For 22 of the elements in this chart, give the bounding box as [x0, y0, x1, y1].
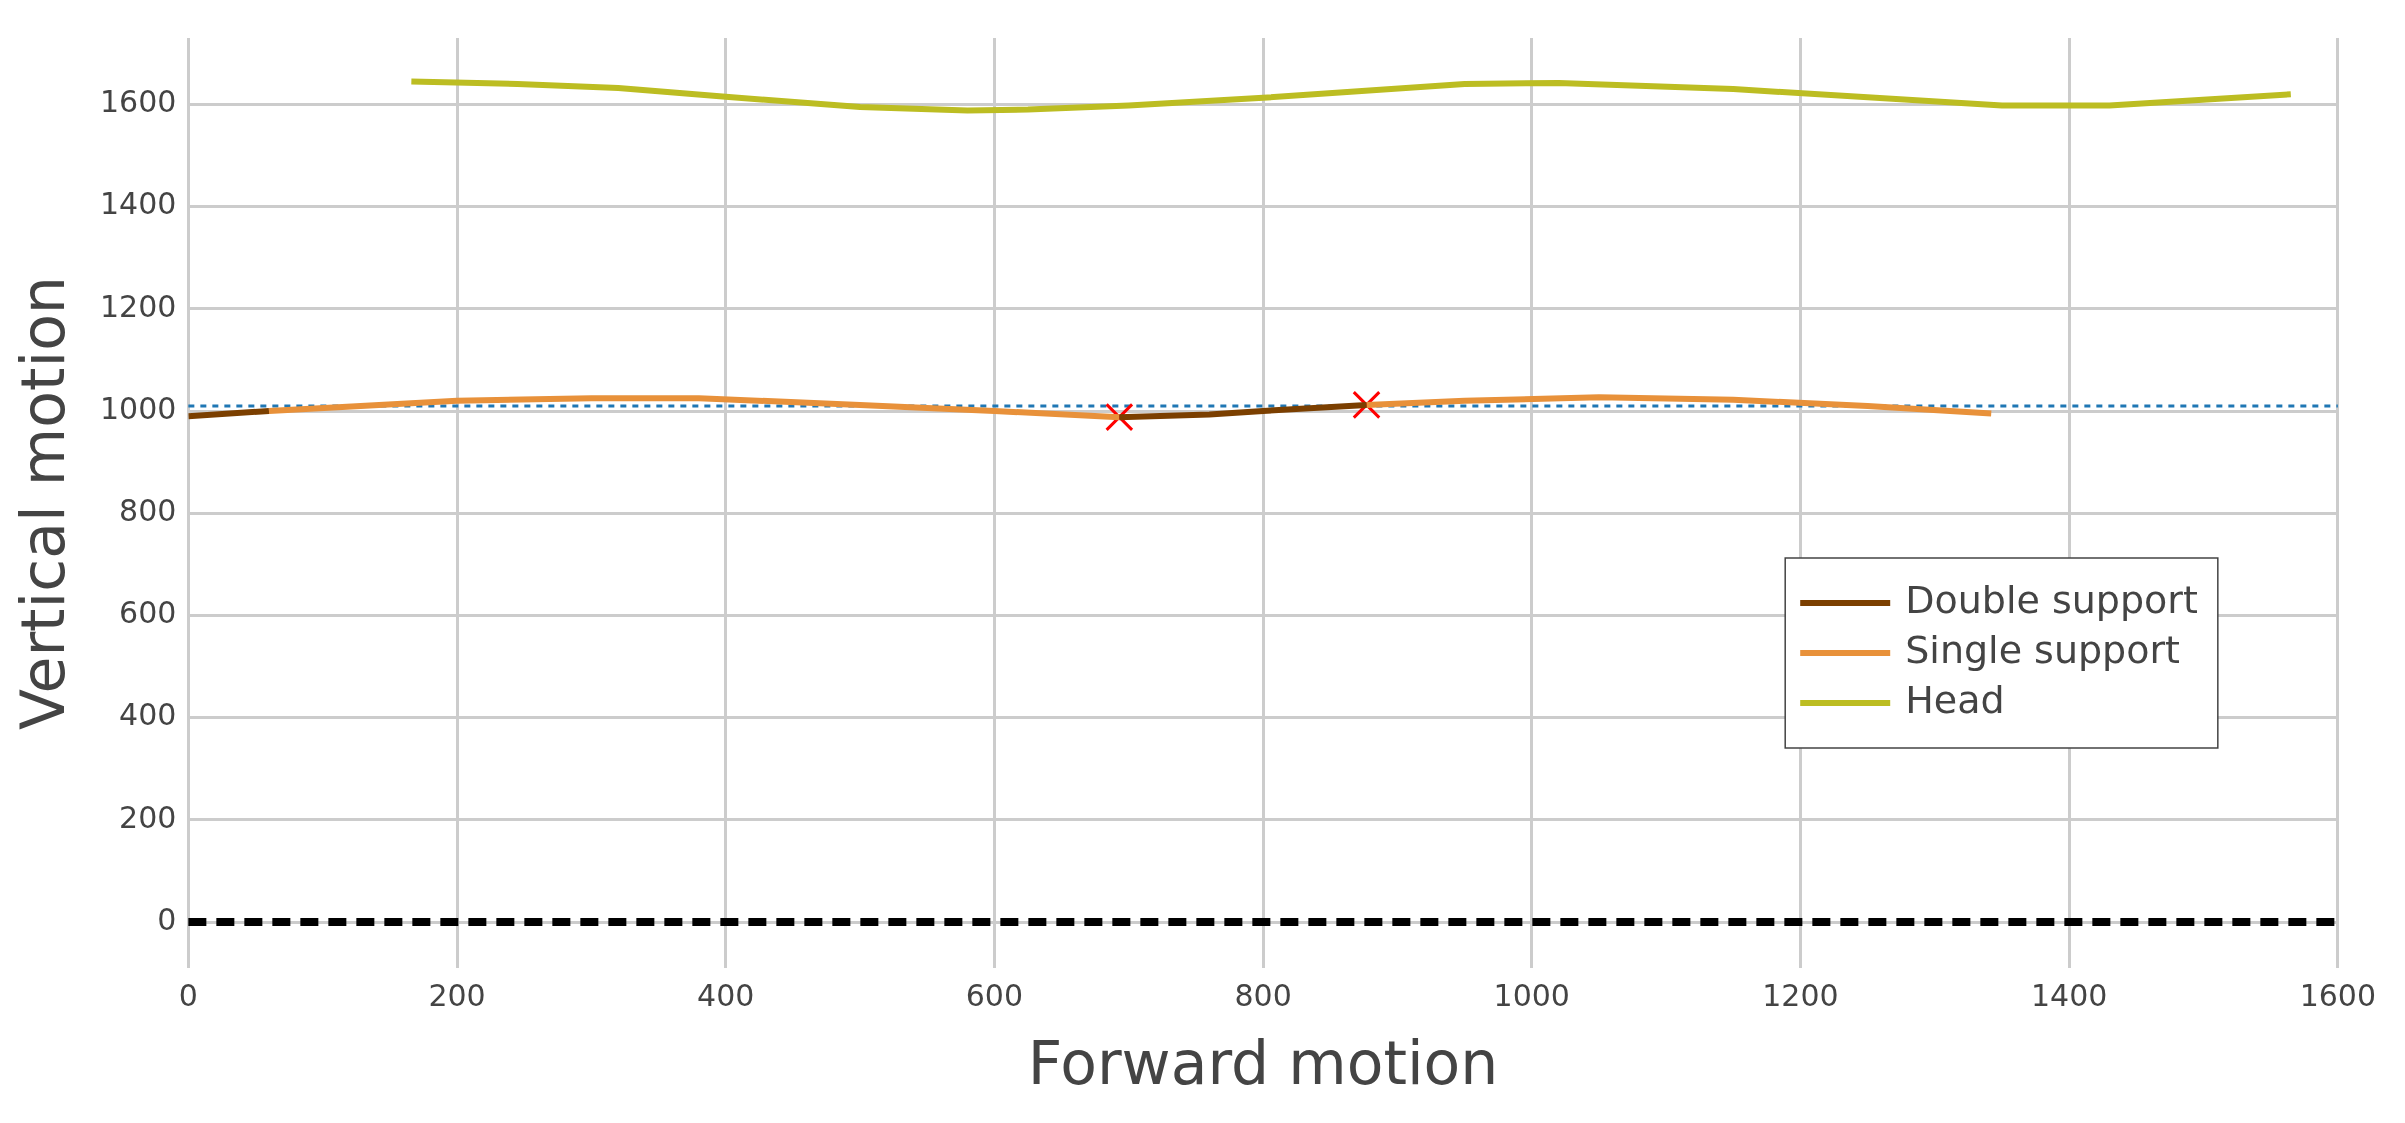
y-tick-label: 600 [119, 595, 177, 631]
legend-label: Head [1905, 677, 2005, 722]
x-tick-label: 600 [965, 977, 1024, 1013]
x-tick-label: 800 [1234, 977, 1292, 1013]
y-tick-label: 1400 [99, 186, 177, 222]
legend-label: Single support [1905, 627, 2180, 672]
y-tick-label: 200 [119, 799, 177, 835]
y-tick-label: 0 [157, 901, 177, 937]
y-tick-label: 1600 [99, 84, 177, 120]
x-tick-label: 1600 [2299, 977, 2377, 1013]
y-tick-label: 400 [119, 697, 177, 733]
x-tick-label: 1400 [2030, 977, 2108, 1013]
x-tick-label: 200 [428, 977, 486, 1013]
y-tick-label: 1000 [99, 390, 177, 426]
y-axis-title: Vertical motion [7, 276, 78, 730]
x-tick-label: 1000 [1493, 977, 1570, 1013]
x-axis-title: Forward motion [1027, 1027, 1499, 1098]
legend-label: Double support [1905, 577, 2198, 622]
x-tick-label: 1200 [1762, 977, 1839, 1013]
y-tick-label: 1200 [99, 288, 177, 324]
x-tick-label: 400 [697, 977, 755, 1013]
y-tick-label: 800 [119, 493, 177, 529]
